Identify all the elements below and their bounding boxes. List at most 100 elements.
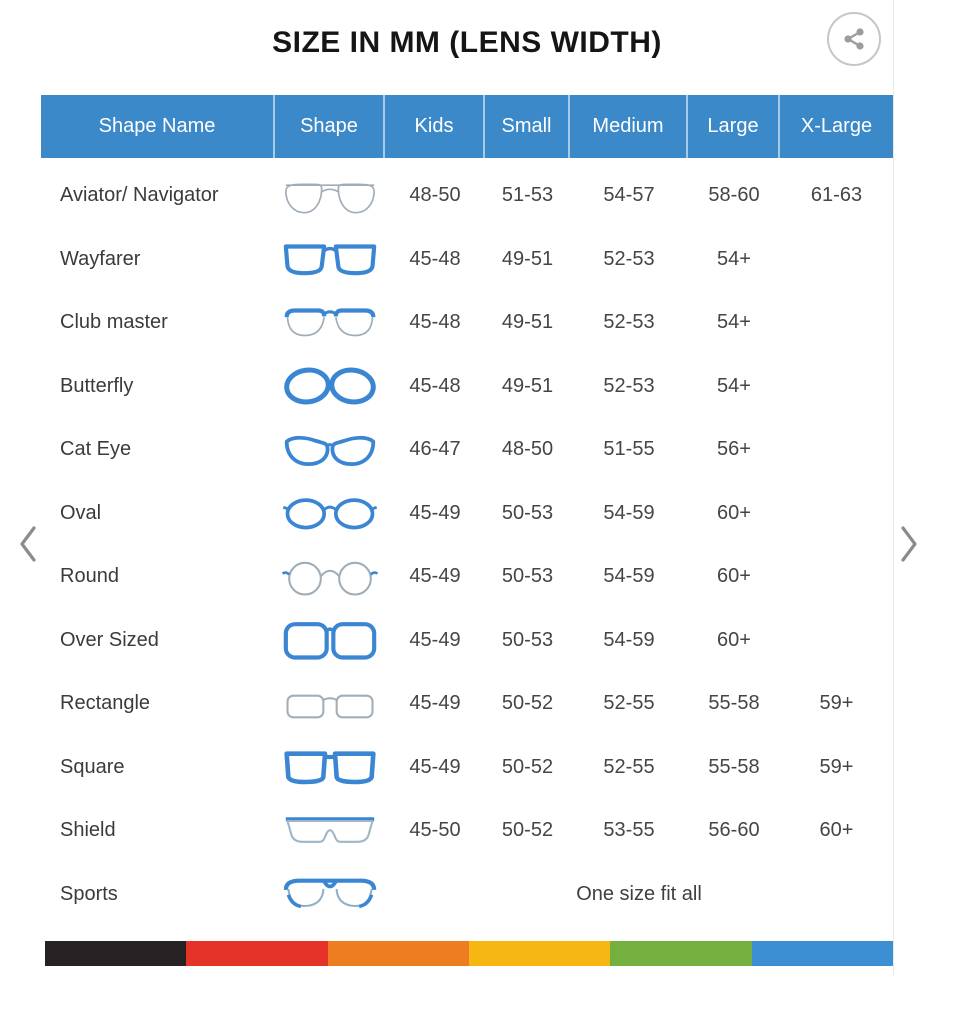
medium-value: 52-53 — [603, 374, 655, 397]
color-bar-segment — [186, 941, 328, 966]
medium-value: 54-59 — [603, 501, 655, 524]
carousel-prev-button[interactable] — [14, 521, 42, 567]
wayfarer-glasses-icon — [280, 232, 380, 286]
shape-cell — [275, 169, 385, 223]
color-bar-segment — [468, 941, 611, 966]
clubmaster-glasses-icon — [280, 296, 380, 350]
large-value: 60+ — [717, 565, 751, 588]
oval-glasses-icon — [280, 486, 380, 540]
shield-glasses-icon — [280, 804, 380, 858]
cateye-glasses-icon — [280, 423, 380, 477]
kids-value: 45-49 — [409, 565, 461, 588]
page-title: SIZE IN MM (LENS WIDTH) — [272, 26, 662, 59]
oversized-glasses-icon — [280, 613, 380, 667]
shape-cell — [275, 613, 385, 667]
size-table: Shape Name Shape Kids Small Medium Large… — [41, 95, 893, 926]
table-row: Club master 45-48 49-51 52-53 — [41, 291, 893, 355]
large-value: 55-58 — [708, 755, 760, 778]
shape-name: Shield — [60, 819, 116, 842]
large-value: 56+ — [717, 438, 751, 461]
xlarge-value: 59+ — [819, 755, 854, 778]
header-shape: Shape — [275, 95, 385, 158]
table-row: Oval 45-49 50-53 54-59 60+ — [41, 482, 893, 546]
color-bar-segment — [751, 941, 893, 966]
large-value: 54+ — [717, 311, 751, 334]
table-row: Butterfly 45-48 49-51 52-53 54+ — [41, 355, 893, 419]
shape-name: Wayfarer — [60, 247, 141, 270]
aviator-glasses-icon — [280, 169, 380, 223]
medium-value: 52-55 — [603, 755, 655, 778]
header-xlarge: X-Large — [800, 115, 873, 137]
shape-cell — [275, 232, 385, 286]
table-header-row: Shape Name Shape Kids Small Medium Large… — [41, 95, 893, 158]
header-small: Small — [485, 95, 570, 158]
shape-name: Square — [60, 755, 125, 778]
large-value: 54+ — [717, 374, 751, 397]
header-kids: Kids — [385, 95, 485, 158]
kids-value: 46-47 — [409, 438, 461, 461]
color-bar-segment — [327, 941, 469, 966]
chevron-right-icon — [898, 524, 920, 564]
medium-value: 54-57 — [603, 184, 655, 207]
table-row: Round 45-49 50-53 54-59 60+ — [41, 545, 893, 609]
shape-cell — [275, 423, 385, 477]
shape-name: Sports — [60, 882, 118, 905]
large-value: 60+ — [717, 628, 751, 651]
brand-color-bar — [45, 941, 893, 966]
kids-value: 45-49 — [409, 692, 461, 715]
medium-value: 51-55 — [603, 438, 655, 461]
table-row: Wayfarer 45-48 49-51 52-53 54+ — [41, 228, 893, 292]
small-value: 50-53 — [501, 628, 554, 651]
shape-name: Cat Eye — [60, 438, 132, 461]
medium-value: 54-59 — [603, 565, 655, 588]
butterfly-glasses-icon — [280, 359, 380, 413]
shape-cell — [275, 804, 385, 858]
shape-name: Club master — [60, 311, 168, 334]
color-bar-segment — [45, 941, 187, 966]
table-row: Sports One size fit all — [41, 863, 893, 927]
kids-value: 45-48 — [409, 311, 461, 334]
shape-cell — [275, 550, 385, 604]
carousel-next-button[interactable] — [895, 521, 923, 567]
small-value: 50-52 — [501, 755, 554, 778]
table-row: Rectangle 45-49 50-52 52-55 55-58 59+ — [41, 672, 893, 736]
xlarge-value: 61-63 — [810, 184, 863, 207]
kids-value: 45-49 — [409, 628, 461, 651]
shape-cell — [275, 359, 385, 413]
medium-value: 52-53 — [603, 247, 655, 270]
table-row: Shield 45-50 50-52 53-55 56-60 60+ — [41, 799, 893, 863]
small-value: 50-53 — [501, 565, 554, 588]
one-size-note: One size fit all — [576, 882, 702, 905]
header-medium: Medium — [570, 95, 688, 158]
small-value: 48-50 — [501, 438, 554, 461]
kids-value: 45-48 — [409, 247, 461, 270]
table-row: Cat Eye 46-47 48-50 51-55 56+ — [41, 418, 893, 482]
large-value: 56-60 — [708, 819, 760, 842]
small-value: 51-53 — [501, 184, 554, 207]
table-row: Square 45-49 50-52 52-55 55-58 59+ — [41, 736, 893, 800]
kids-value: 45-50 — [409, 819, 461, 842]
small-value: 50-52 — [501, 819, 554, 842]
header-large: Large — [688, 95, 780, 158]
shape-cell — [275, 486, 385, 540]
xlarge-value: 59+ — [819, 692, 854, 715]
share-icon — [840, 25, 868, 53]
small-value: 49-51 — [501, 247, 554, 270]
size-chart-card: SIZE IN MM (LENS WIDTH) Shape Name Shape… — [41, 0, 894, 975]
table-body: Aviator/ Navigator 48-50 51-53 54-57 58-… — [41, 158, 893, 926]
large-value: 54+ — [717, 247, 751, 270]
large-value: 58-60 — [708, 184, 760, 207]
shape-name: Butterfly — [60, 374, 134, 397]
color-bar-segment — [610, 941, 752, 966]
shape-name: Rectangle — [60, 692, 151, 715]
share-button[interactable] — [827, 12, 881, 66]
shape-cell — [275, 677, 385, 731]
kids-value: 48-50 — [409, 184, 461, 207]
header-shape-name: Shape Name — [41, 95, 275, 158]
kids-value: 45-48 — [409, 374, 461, 397]
xlarge-value: 60+ — [819, 819, 854, 842]
shape-name: Over Sized — [60, 628, 159, 651]
shape-cell — [275, 296, 385, 350]
shape-cell — [275, 740, 385, 794]
medium-value: 54-59 — [603, 628, 655, 651]
